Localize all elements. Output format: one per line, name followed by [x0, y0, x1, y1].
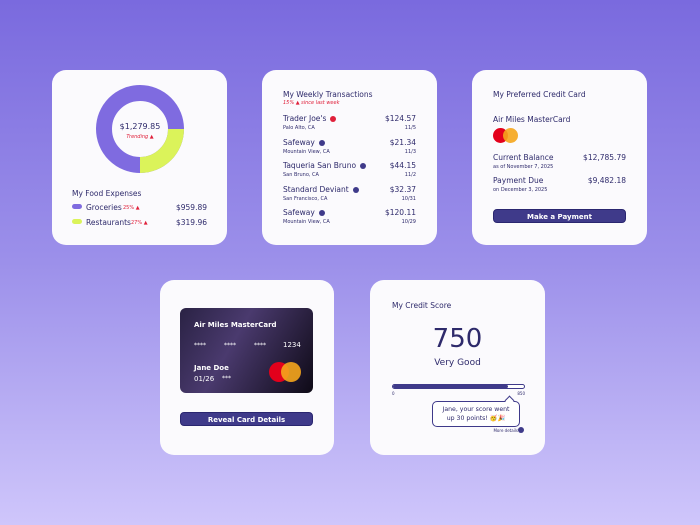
due-amount: $9,482.18: [587, 176, 626, 185]
info-icon: [318, 210, 325, 216]
reveal-card-details-button[interactable]: Reveal Card Details: [180, 412, 313, 426]
groceries-pct: 25% ▲: [123, 205, 140, 211]
restaurants-amount: $319.96: [175, 218, 207, 227]
transaction-amount: $44.15: [389, 161, 416, 170]
transaction-row[interactable]: Safeway Mountain View, CA $120.11 10/29: [283, 208, 416, 228]
donut-restaurants: [139, 128, 184, 173]
restaurants-label: Restaurants: [86, 218, 131, 227]
score-bar-fill: [393, 385, 509, 388]
card-mask-1: ****: [194, 342, 206, 349]
groceries-swatch: [72, 204, 82, 209]
transaction-row[interactable]: Trader Joe's Palo Alto, CA $124.57 11/5: [283, 114, 416, 134]
score-title: My Credit Score: [392, 301, 452, 310]
restaurants-pct: 27% ▲: [131, 220, 148, 226]
info-icon: [318, 139, 325, 146]
transaction-date: 10/29: [401, 219, 416, 225]
score-bar: [392, 384, 525, 389]
card-last4: 1234: [283, 341, 301, 349]
food-donut-chart: [96, 85, 184, 173]
card-cvv: ***: [222, 375, 231, 382]
transaction-date: 11/3: [404, 148, 416, 155]
preferred-card-panel: My Preferred Credit Card Air Miles Maste…: [472, 70, 647, 245]
credit-card-visual: Air Miles MasterCard **** **** **** 1234…: [180, 308, 313, 393]
transaction-name: Taqueria San Bruno: [283, 161, 357, 170]
mastercard-logo-icon: [269, 362, 301, 382]
score-min: 0: [392, 391, 395, 396]
alert-icon: [330, 116, 337, 122]
preferred-card-name: Air Miles MasterCard: [493, 115, 571, 124]
credit-score-card: My Credit Score 750 Very Good 0 850 Jane…: [370, 280, 545, 455]
transaction-date: 11/5: [404, 125, 416, 131]
more-details-icon[interactable]: [518, 427, 524, 433]
info-icon: [352, 186, 359, 193]
transaction-date: 10/31: [401, 195, 416, 202]
transaction-row[interactable]: Safeway Mountain View, CA $21.34 11/3: [283, 138, 416, 158]
transaction-name: Safeway: [283, 208, 315, 217]
groceries-amount: $959.89: [175, 203, 207, 212]
score-rating: Very Good: [434, 358, 481, 368]
food-trend: Trending ▲: [126, 134, 154, 140]
balance-amount: $12,785.79: [583, 153, 626, 162]
transaction-location: San Bruno, CA: [283, 172, 319, 178]
transaction-amount: $21.34: [389, 137, 416, 147]
transaction-date: 11/2: [404, 172, 416, 178]
preferred-title: My Preferred Credit Card: [493, 90, 586, 99]
mastercard-logo-icon: [493, 128, 519, 143]
card-mask-2: ****: [224, 342, 236, 349]
food-expenses-card: $1,279.85 Trending ▲ My Food Expenses Gr…: [52, 70, 227, 245]
transaction-name: Safeway: [283, 137, 315, 147]
balance-label: Current Balance: [493, 153, 554, 162]
transaction-location: San Francisco, CA: [283, 195, 328, 202]
virtual-card-panel: Air Miles MasterCard **** **** **** 1234…: [160, 280, 334, 455]
score-max: 850: [517, 391, 525, 396]
score-tooltip: Jane, your score went up 30 points! 🥳🎉: [432, 401, 520, 427]
transaction-row[interactable]: Taqueria San Bruno San Bruno, CA $44.15 …: [283, 161, 416, 181]
more-details-link[interactable]: More details: [493, 428, 518, 433]
transaction-name: Standard Deviant: [283, 184, 349, 194]
groceries-label: Groceries: [86, 203, 122, 212]
food-title: My Food Expenses: [72, 189, 142, 198]
transaction-row[interactable]: Standard Deviant San Francisco, CA $32.3…: [283, 185, 416, 205]
balance-date: as of November 7, 2025: [493, 164, 554, 170]
transaction-amount: $120.11: [384, 208, 416, 217]
card-mask-3: ****: [254, 342, 266, 349]
score-value: 750: [432, 324, 483, 354]
due-date: on December 3, 2025: [493, 187, 548, 193]
card-expiry: 01/26: [194, 375, 215, 383]
transaction-name: Trader Joe's: [283, 114, 327, 123]
due-label: Payment Due: [493, 176, 544, 185]
weekly-transactions-card: My Weekly Transactions 15% ▲ since last …: [262, 70, 437, 245]
weekly-title: My Weekly Transactions: [283, 90, 373, 99]
transaction-location: Mountain View, CA: [283, 219, 330, 225]
transaction-amount: $124.57: [384, 114, 416, 123]
transaction-location: Palo Alto, CA: [283, 125, 315, 131]
transaction-amount: $32.37: [389, 184, 416, 194]
card-name: Air Miles MasterCard: [194, 321, 277, 329]
info-icon: [360, 163, 367, 169]
make-payment-button[interactable]: Make a Payment: [493, 209, 626, 223]
food-total: $1,279.85: [119, 122, 161, 131]
card-holder: Jane Doe: [194, 364, 229, 372]
restaurants-swatch: [72, 219, 82, 224]
transaction-location: Mountain View, CA: [283, 148, 330, 155]
weekly-subtitle: 15% ▲ since last week: [283, 100, 340, 106]
